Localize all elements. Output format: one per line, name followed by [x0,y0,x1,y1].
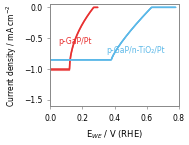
Text: p-GaP/n-TiO₂/Pt: p-GaP/n-TiO₂/Pt [107,46,165,55]
Text: p-GaP/Pt: p-GaP/Pt [58,37,92,46]
Y-axis label: Current density / mA cm$^{-2}$: Current density / mA cm$^{-2}$ [4,4,19,107]
X-axis label: E$_{WE}$ / V (RHE): E$_{WE}$ / V (RHE) [86,128,143,141]
